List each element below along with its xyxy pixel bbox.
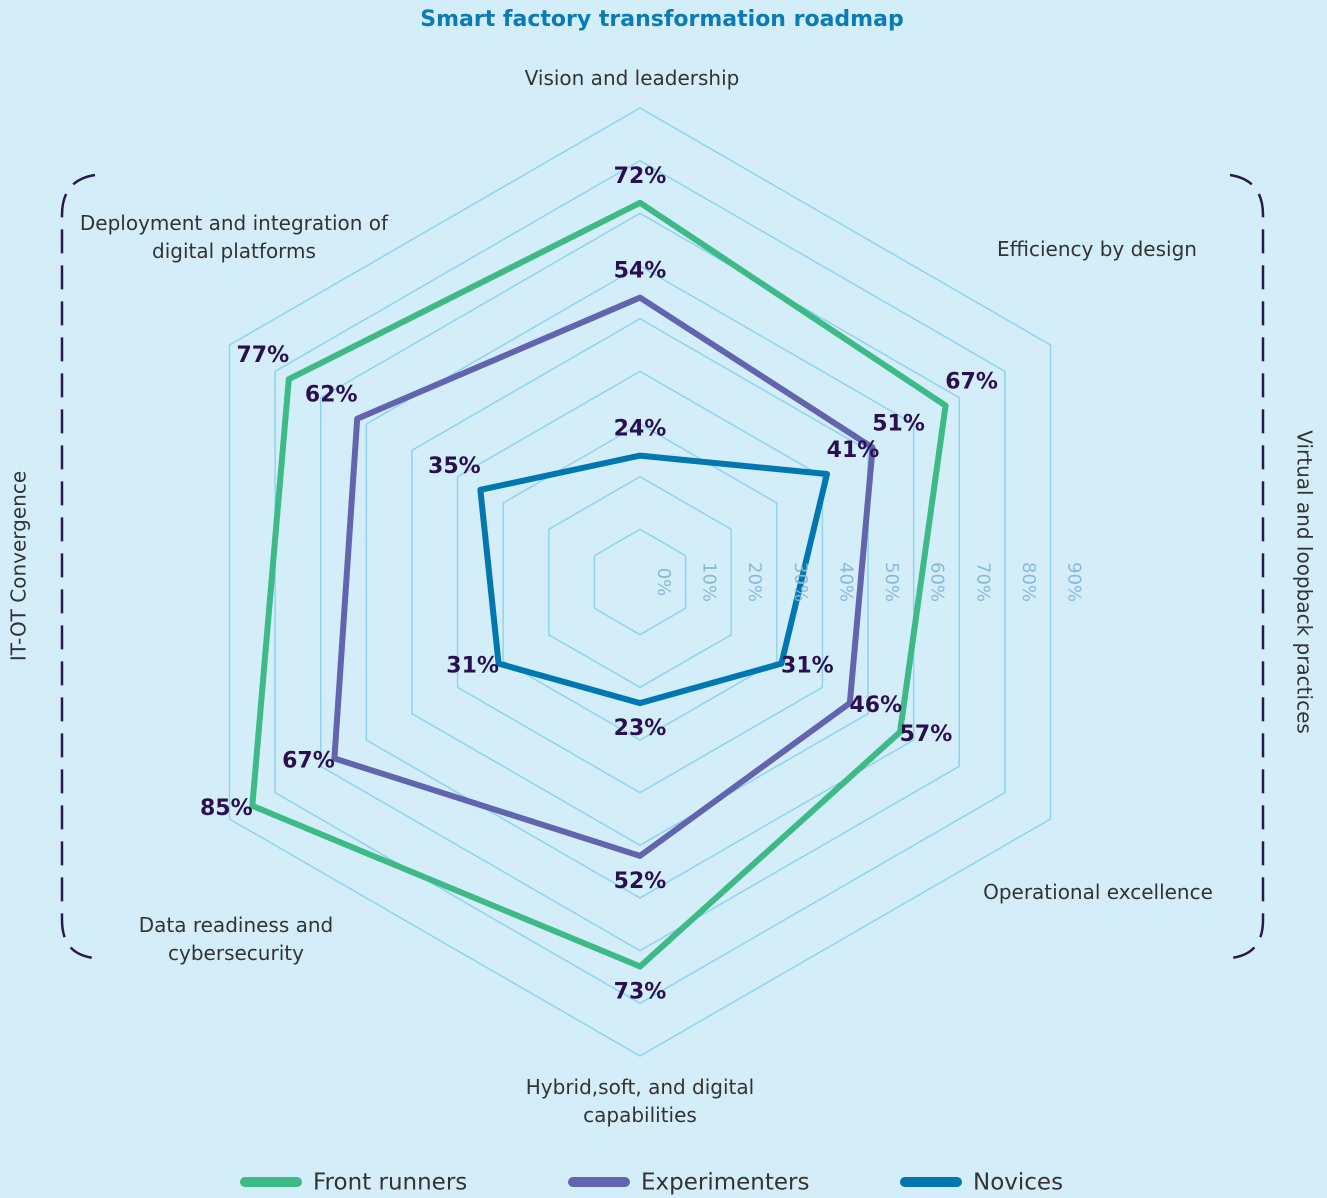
value-label: 67% xyxy=(945,370,998,395)
series-line xyxy=(249,199,949,970)
y-tick-label: 90% xyxy=(1063,562,1084,602)
bracket-right xyxy=(1229,173,1265,960)
value-label: 24% xyxy=(614,417,667,442)
value-label: 51% xyxy=(872,412,925,437)
value-label: 73% xyxy=(614,979,667,1004)
y-tick-label: 30% xyxy=(790,562,811,602)
bracket-left xyxy=(60,173,96,960)
value-label: 46% xyxy=(849,693,902,718)
value-label: 31% xyxy=(781,654,834,679)
axis-label: Vision and leadership xyxy=(524,66,740,90)
grid-ring xyxy=(365,265,915,899)
chart-title: Smart factory transformation roadmap xyxy=(420,7,903,32)
y-tick-label: 10% xyxy=(699,562,720,602)
group-label: IT-OT Convergence xyxy=(7,471,31,661)
value-label: 85% xyxy=(200,796,253,821)
legend-label: Novices xyxy=(973,1170,1063,1196)
series-line xyxy=(331,294,876,859)
value-label: 57% xyxy=(900,722,953,747)
value-label: 52% xyxy=(614,869,667,894)
grid-ring xyxy=(274,159,1006,1005)
grid-ring xyxy=(502,423,778,741)
grid-ring xyxy=(319,212,961,952)
value-label: 72% xyxy=(614,164,667,189)
y-tick-label: 0% xyxy=(653,568,674,597)
value-label: 35% xyxy=(428,454,481,479)
grid-ring xyxy=(548,475,732,689)
y-tick-label: 60% xyxy=(927,562,948,602)
grid-ring xyxy=(456,370,824,794)
group-label: Virtual and loopback practices xyxy=(1293,430,1317,734)
grid-ring xyxy=(228,107,1052,1057)
value-label: 62% xyxy=(305,383,358,408)
value-label: 41% xyxy=(827,438,880,463)
axis-label: Hybrid,soft, and digital capabilities xyxy=(525,1075,755,1127)
axis-label: Data readiness and cybersecurity xyxy=(138,913,334,965)
y-tick-label: 40% xyxy=(835,562,856,602)
legend-label: Front runners xyxy=(313,1170,467,1196)
y-tick-label: 20% xyxy=(744,562,765,602)
y-tick-label: 50% xyxy=(881,562,902,602)
grid-ring xyxy=(411,317,869,847)
y-tick-label: 80% xyxy=(1018,562,1039,602)
value-label: 23% xyxy=(614,716,667,741)
axis-label: Operational excellence xyxy=(983,880,1213,904)
value-label: 54% xyxy=(614,259,667,284)
axis-label: Deployment and integration of digital pl… xyxy=(79,211,389,263)
legend-label: Experimenters xyxy=(641,1170,809,1196)
value-label: 31% xyxy=(446,654,499,679)
y-tick-label: 70% xyxy=(972,562,993,602)
value-label: 77% xyxy=(236,343,289,368)
series-line xyxy=(477,452,831,707)
axis-label: Efficiency by design xyxy=(997,237,1197,261)
grid-ring xyxy=(593,528,687,636)
value-label: 67% xyxy=(282,748,335,773)
